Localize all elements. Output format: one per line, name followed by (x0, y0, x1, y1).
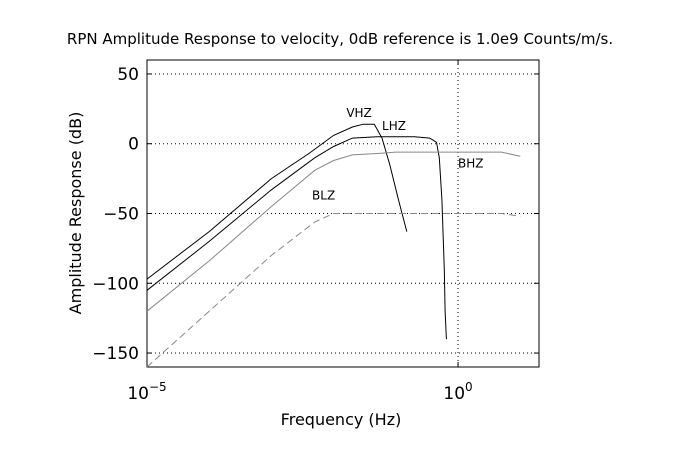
y-axis-label: Amplitude Response (dB) (66, 112, 85, 315)
series-line-vhz (146, 123, 408, 280)
series-label-blz: BLZ (312, 189, 335, 203)
x-tick-label: 10−5 (127, 380, 166, 404)
x-tick-label: 100 (443, 380, 472, 404)
x-axis-label: Frequency (Hz) (281, 410, 402, 429)
series-line-lhz (146, 136, 447, 340)
series-label-lhz: LHZ (382, 119, 406, 133)
series-label-vhz: VHZ (346, 106, 371, 120)
y-tick-label: 50 (117, 65, 139, 85)
axis-ticks: 50 0 −50 −100 −150 10−5 100 (92, 60, 539, 404)
series-label-bhz: BHZ (458, 156, 483, 170)
y-tick-label: 0 (128, 135, 139, 155)
grid (146, 60, 539, 367)
series-line-bhz (146, 151, 521, 312)
chart-title: RPN Amplitude Response to velocity, 0dB … (67, 30, 613, 48)
series-labels: VHZ LHZ BHZ BLZ (312, 106, 483, 202)
y-tick-label: −100 (92, 274, 139, 294)
series-line-blz (146, 213, 521, 368)
series-lines (146, 123, 521, 368)
y-tick-label: −50 (103, 205, 139, 225)
y-tick-label: −150 (92, 344, 139, 364)
